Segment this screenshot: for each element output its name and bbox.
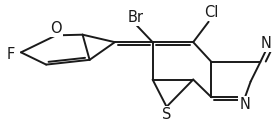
Text: S: S xyxy=(162,107,171,122)
Text: N: N xyxy=(261,36,271,51)
Text: Br: Br xyxy=(128,10,144,24)
Text: O: O xyxy=(50,21,62,36)
Text: Cl: Cl xyxy=(204,5,219,20)
Text: F: F xyxy=(6,47,15,62)
Text: N: N xyxy=(240,97,250,112)
